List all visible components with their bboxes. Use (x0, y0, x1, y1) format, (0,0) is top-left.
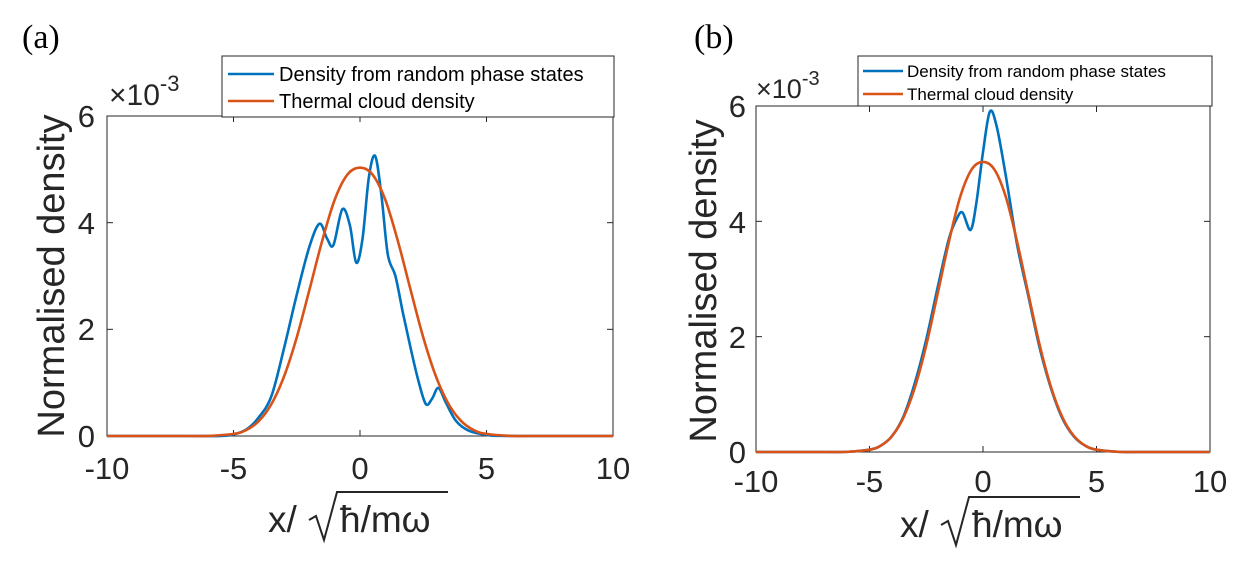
y-axis-label-a: Normalised density (31, 114, 73, 437)
x-tick-label-a-3: 5 (478, 451, 495, 486)
x-axis-label-b-prefix: x/ (900, 504, 930, 545)
legend-label-a-random-phase: Density from random phase states (279, 64, 584, 86)
plot-area-b (755, 105, 1211, 453)
sqrt-symbol-a (308, 491, 448, 544)
x-tick-label-b-0: -10 (734, 464, 779, 499)
y-tick-label-a-2: 4 (78, 206, 95, 241)
legend-box-b (857, 55, 1213, 107)
x-tick-label-a-4: 10 (596, 451, 630, 486)
sqrt-symbol-b (940, 496, 1080, 549)
y-tick-label-a-3: 6 (78, 99, 95, 134)
y-axis-label-b: Normalised density (683, 119, 725, 442)
legend-label-b-random-phase: Density from random phase states (907, 62, 1166, 81)
panel-label-a: (a) (22, 19, 60, 56)
legend-label-b-thermal: Thermal cloud density (907, 85, 1074, 104)
panel-b: (b) -10 -5 0 5 10 0 2 4 6 ×10-3 Normalis… (683, 19, 1227, 549)
legend-label-a-thermal: Thermal cloud density (279, 91, 475, 113)
x-tick-label-a-1: -5 (220, 451, 248, 486)
panel-label-b: (b) (694, 19, 734, 56)
x-axis-label-a-prefix: x/ (268, 499, 298, 540)
x-tick-label-a-0: -10 (85, 451, 130, 486)
legend-a: Density from random phase states Thermal… (221, 55, 615, 118)
x-tick-label-b-3: 5 (1088, 464, 1105, 499)
series-line-b-thermal (755, 160, 1211, 454)
y-tick-label-a-1: 2 (78, 312, 95, 347)
legend-box-a (221, 55, 615, 118)
x-axis-label-a-root: ħ/mω (340, 499, 431, 540)
y-tick-label-b-2: 4 (729, 205, 746, 240)
x-tick-label-b-2: 0 (974, 464, 991, 499)
series-line-a-random-phase (106, 154, 614, 438)
series-line-a-thermal (106, 166, 614, 438)
legend-b: Density from random phase states Thermal… (857, 55, 1213, 107)
y-tick-label-b-1: 2 (729, 320, 746, 355)
y-tick-label-b-0: 0 (729, 435, 746, 470)
y-multiplier-b: ×10-3 (756, 68, 820, 104)
x-tick-label-b-4: 10 (1193, 464, 1227, 499)
y-multiplier-a: ×10-3 (109, 71, 179, 112)
panel-a: (a) -10 -5 0 5 10 0 2 4 6 ×10-3 Normalis… (22, 19, 630, 544)
x-axis-label-b-root: ħ/mω (972, 504, 1063, 545)
y-tick-label-a-0: 0 (78, 419, 95, 454)
x-tick-label-a-2: 0 (351, 451, 368, 486)
y-tick-label-b-3: 6 (729, 89, 746, 124)
plot-area-a (106, 115, 614, 437)
x-tick-label-b-1: -5 (856, 464, 884, 499)
